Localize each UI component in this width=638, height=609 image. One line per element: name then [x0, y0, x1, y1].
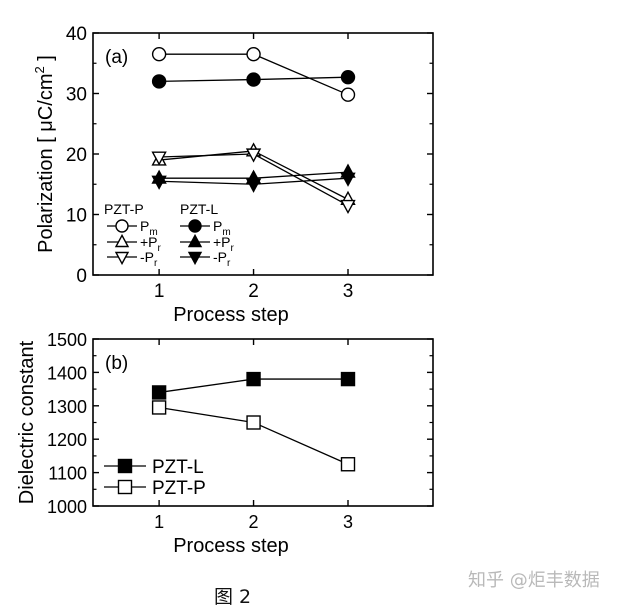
- y-tick-label: 1100: [48, 464, 87, 484]
- legend-label-sub: r: [227, 258, 231, 269]
- y-axis-label-text: Dielectric constant: [16, 340, 38, 504]
- legend-label: -Pr: [140, 249, 158, 269]
- data-point: [151, 151, 167, 166]
- data-point: [340, 172, 356, 187]
- x-axis-label: Process step: [173, 304, 289, 326]
- legend-label-base: P: [140, 218, 149, 234]
- data-point: [340, 69, 356, 85]
- data-point: [340, 87, 356, 102]
- data-point: [151, 400, 167, 415]
- x-tick-label: 1: [154, 281, 165, 302]
- legend-label: -Pr: [213, 249, 231, 269]
- watermark: 知乎 @炬丰数据: [468, 570, 600, 591]
- legend-label-sub: r: [158, 243, 162, 254]
- data-point: [151, 385, 167, 400]
- legend-label-base: P: [213, 218, 222, 234]
- y-tick-label: 40: [66, 24, 87, 45]
- y-tick-label: 20: [66, 145, 87, 166]
- data-point: [246, 415, 261, 430]
- data-point: [151, 175, 167, 190]
- legend-label-sub: r: [231, 243, 235, 254]
- data-point: [151, 46, 167, 62]
- panel-label: (b): [105, 353, 128, 374]
- legend-marker: [115, 219, 129, 233]
- plot-frame: [92, 338, 434, 507]
- legend-label-sub: r: [154, 258, 158, 269]
- legend-label: PZT-L: [152, 457, 204, 478]
- legend-label-base: +P: [213, 234, 231, 250]
- figure-caption: 图 2: [214, 586, 252, 608]
- data-point: [340, 457, 356, 472]
- data-point: [246, 371, 261, 387]
- data-point: [245, 178, 262, 193]
- legend-marker: [114, 251, 130, 266]
- legend-label-sub: m: [222, 227, 230, 238]
- legend-label: Pm: [140, 218, 158, 238]
- y-tick-label: 1400: [47, 363, 87, 383]
- y-tick-label: 0: [76, 266, 87, 287]
- data-point: [245, 148, 262, 163]
- legend-label-sub: m: [149, 227, 157, 238]
- x-tick-label: 2: [248, 281, 259, 302]
- x-tick-label: 3: [343, 281, 354, 302]
- panel-a: 0 10 20 30 40 1 2 3 Process step (a) Polarization …: [32, 24, 434, 326]
- panel-label: (a): [105, 47, 128, 68]
- data-point: [246, 72, 261, 87]
- data-point: [340, 199, 356, 215]
- legend-marker: [188, 219, 202, 233]
- data-point: [340, 371, 356, 387]
- y-tick-label: 30: [66, 85, 87, 106]
- y-axis-label-text: Polarization [ μC/cm: [35, 74, 57, 253]
- legend-group-title: PZT-L: [180, 201, 218, 217]
- data-point: [246, 46, 261, 62]
- y-tick-label: 1300: [47, 397, 87, 417]
- legend-label: PZT-P: [152, 478, 206, 499]
- y-tick-label: 1200: [47, 430, 87, 450]
- legend-group-title: PZT-P: [104, 201, 144, 217]
- data-point: [151, 74, 167, 89]
- y-axis-label-sup: 2: [32, 66, 47, 73]
- legend-marker: [114, 233, 130, 248]
- y-axis-label: Polarization [ μC/cm2 ]: [32, 55, 57, 253]
- y-axis-label: Dielectric constant: [16, 340, 38, 504]
- x-axis-label: Process step: [173, 535, 289, 557]
- legend-label-base: +P: [140, 234, 158, 250]
- legend-marker: [187, 251, 203, 266]
- y-tick-label: 1500: [47, 330, 87, 350]
- x-tick-label: 3: [343, 512, 353, 532]
- legend-label: +Pr: [140, 234, 162, 254]
- x-tick-label: 2: [249, 512, 259, 532]
- legend-label-base: -P: [213, 249, 227, 265]
- y-axis-label-end: ]: [35, 55, 57, 66]
- legend-marker: [117, 458, 133, 474]
- legend-label: Pm: [213, 218, 231, 238]
- legend-label-base: -P: [140, 249, 154, 265]
- x-tick-label: 1: [154, 512, 164, 532]
- y-tick-label: 1000: [47, 497, 87, 517]
- legend-marker: [117, 479, 133, 495]
- panel-b: 1000 1100 1200 1300 1400 1500 1 2 3 Process step (…: [16, 330, 434, 557]
- y-tick-label: 10: [66, 206, 87, 227]
- legend-marker: [187, 233, 203, 248]
- legend-label: +Pr: [213, 234, 235, 254]
